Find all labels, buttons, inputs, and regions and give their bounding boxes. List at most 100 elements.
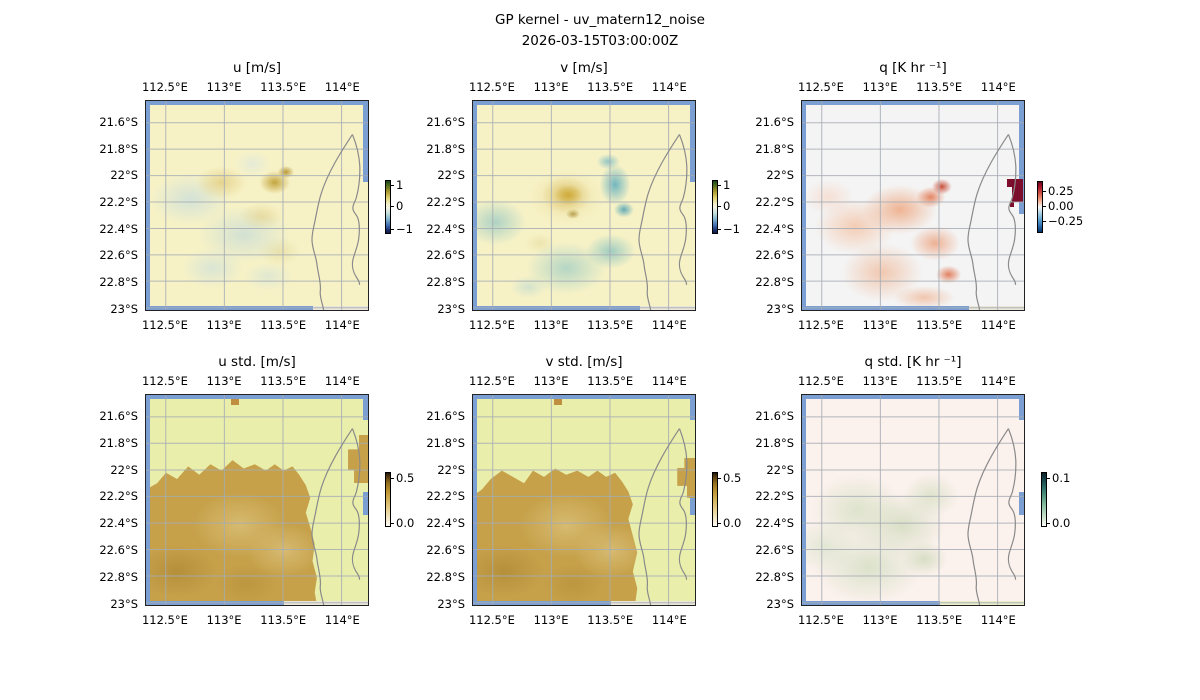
y-ticks: 21.6°S 21.8°S 22°S 22.2°S 22.4°S 22.6°S 22.8°S… — [413, 100, 465, 316]
masked-edge — [473, 101, 477, 310]
x-tick-label: 114°E — [324, 80, 360, 94]
panel-v: v [m/s] 112.5°E 113°E 113.5°E 114°E 112.5°E… — [426, 60, 740, 332]
map-q — [801, 100, 1025, 311]
y-ticks: 21.6°S 21.8°S 22°S 22.2°S 22.4°S 22.6°S 22.8°S… — [413, 394, 465, 611]
y-ticks: 21.6°S 21.8°S 22°S 22.2°S 22.4°S 22.6°S 22.8°S… — [86, 100, 138, 316]
x-tick-label: 113.5°E — [587, 80, 634, 94]
y-tick-label: 22°S — [766, 462, 794, 477]
y-tick-label: 21.6°S — [426, 114, 465, 129]
panel-title-v: v [m/s] — [560, 60, 608, 76]
x-tick-label: 113.5°E — [587, 374, 634, 388]
y-tick-label: 22.6°S — [426, 248, 465, 263]
x-tick-label: 114°E — [980, 374, 1016, 388]
y-tick-label: 21.6°S — [755, 114, 794, 129]
y-tick-label: 22.4°S — [99, 221, 138, 236]
y-tick-label: 21.8°S — [99, 435, 138, 450]
x-tick-label: 113.5°E — [916, 374, 963, 388]
y-tick-label: 21.8°S — [755, 435, 794, 450]
y-tick-label: 21.6°S — [99, 409, 138, 424]
colorbar-tick-label: 0 — [396, 198, 404, 213]
masked-edge — [690, 399, 695, 420]
x-tick-label: 112.5°E — [797, 318, 844, 332]
x-ticks-top: 112.5°E 113°E 113.5°E 114°E — [798, 80, 1025, 95]
colorbar-tick-label: −1 — [723, 221, 740, 236]
y-tick-label: 22.8°S — [755, 274, 794, 289]
x-tick-label: 114°E — [324, 318, 360, 332]
y-tick-label: 23°S — [437, 301, 465, 316]
y-tick-label: 22.4°S — [426, 516, 465, 531]
x-tick-label: 113°E — [206, 374, 242, 388]
x-ticks-bottom: 112.5°E 113°E 113.5°E 114°E — [142, 613, 369, 628]
masked-edge — [473, 395, 695, 399]
x-ticks-top: 112.5°E 113°E 113.5°E 114°E — [141, 374, 369, 389]
masked-edge — [1019, 399, 1024, 420]
y-tick-label: 22.6°S — [99, 248, 138, 263]
x-ticks-top: 112.5°E 113°E 113.5°E 114°E — [469, 374, 696, 389]
masked-edge — [802, 395, 806, 605]
x-ticks-top: 112.5°E 113°E 113.5°E 114°E — [797, 374, 1025, 389]
masked-edge — [690, 105, 695, 183]
y-tick-label: 22.2°S — [426, 194, 465, 209]
std-patch-top — [231, 399, 240, 405]
x-tick-label: 113°E — [533, 80, 569, 94]
y-tick-label: 21.8°S — [755, 141, 794, 156]
panel-title-q: q [K hr ⁻¹] — [879, 60, 947, 76]
x-ticks-bottom: 112.5°E 113°E 113.5°E 114°E — [797, 613, 1025, 628]
colorbar-tick-mark — [1046, 477, 1050, 479]
y-tick-label: 22.2°S — [755, 194, 794, 209]
y-tick-label: 22°S — [766, 168, 794, 183]
panel-u-std: u std. [m/s] 112.5°E 113°E 113.5°E 114°E 11… — [99, 354, 414, 627]
panel-title-u-std: u std. [m/s] — [218, 354, 296, 370]
y-tick-label: 22.6°S — [755, 543, 794, 558]
masked-edge — [473, 101, 695, 105]
x-tick-label: 114°E — [980, 80, 1016, 94]
x-tick-label: 114°E — [651, 374, 687, 388]
std-patch-top — [554, 399, 563, 405]
y-tick-label: 23°S — [437, 596, 465, 611]
x-tick-label: 113.5°E — [916, 80, 963, 94]
x-tick-label: 113.5°E — [260, 80, 307, 94]
colorbar-tick-mark — [390, 205, 394, 207]
graticule-coastline-overlay — [802, 395, 1024, 605]
y-tick-label: 22.6°S — [755, 248, 794, 263]
masked-edge — [146, 101, 150, 310]
y-tick-label: 21.8°S — [426, 435, 465, 450]
y-tick-label: 22.8°S — [426, 569, 465, 584]
colorbar-tick-mark — [717, 522, 721, 524]
graticule-coastline-overlay — [146, 101, 368, 310]
masked-edge — [802, 395, 1024, 399]
y-tick-label: 22.4°S — [426, 221, 465, 236]
colorbar-tick-mark — [390, 477, 394, 479]
x-tick-label: 112.5°E — [141, 374, 188, 388]
colorbar-tick-label: 1 — [723, 178, 731, 192]
x-tick-label: 112.5°E — [468, 80, 515, 94]
y-tick-label: 23°S — [110, 596, 138, 611]
colorbar-tick-label: 1 — [396, 178, 404, 192]
x-tick-label: 112.5°E — [797, 613, 844, 627]
masked-edge — [473, 395, 477, 605]
x-tick-label: 112.5°E — [468, 613, 515, 627]
y-tick-label: 22.6°S — [99, 543, 138, 558]
y-tick-label: 22.6°S — [426, 543, 465, 558]
masked-edge — [802, 101, 806, 310]
q-maximum-blob — [1009, 202, 1015, 207]
y-tick-label: 22°S — [110, 168, 138, 183]
colorbar-q: 0.25 0.00 −0.25 — [1037, 181, 1083, 233]
colorbar-tick-mark — [1042, 206, 1046, 207]
panel-v-std: v std. [m/s] 112.5°E 113°E 113.5°E 114°E 11… — [426, 354, 741, 627]
x-tick-label: 114°E — [651, 318, 687, 332]
x-ticks-bottom: 112.5°E 113°E 113.5°E 114°E — [468, 613, 696, 628]
x-tick-label: 113.5°E — [260, 374, 307, 388]
y-ticks: 21.6°S 21.8°S 22°S 22.2°S 22.4°S 22.6°S 22.8°S… — [742, 394, 794, 611]
colorbar-tick-mark — [390, 522, 394, 524]
graticule-coastline-overlay — [146, 395, 368, 605]
masked-edge — [363, 491, 368, 515]
x-tick-label: 112.5°E — [797, 374, 844, 388]
x-tick-label: 114°E — [324, 613, 360, 627]
colorbar-tick-mark — [717, 205, 721, 207]
colorbar-tick-label: −0.25 — [1048, 214, 1084, 228]
masked-edge — [363, 399, 368, 420]
q-maximum-blob — [1012, 186, 1023, 203]
x-tick-label: 113°E — [206, 80, 242, 94]
y-tick-label: 23°S — [766, 301, 794, 316]
